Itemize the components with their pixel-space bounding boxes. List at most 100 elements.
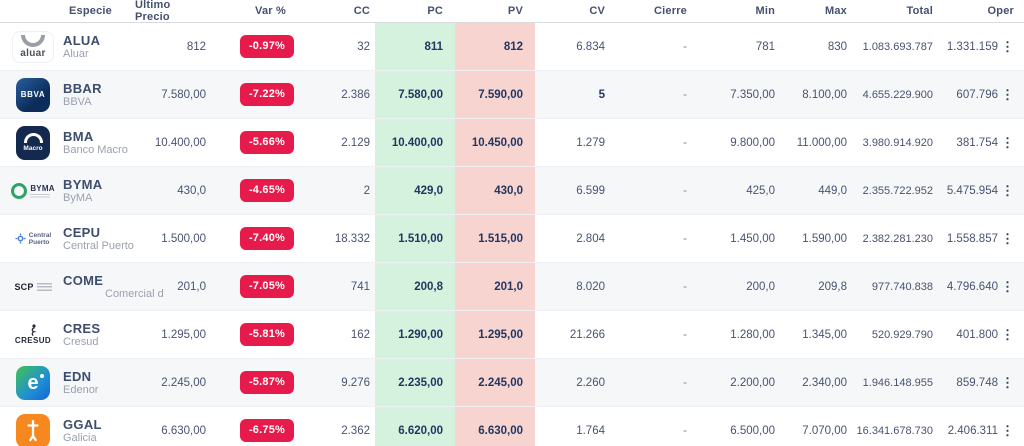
col-header-pc[interactable]: PC bbox=[427, 5, 443, 17]
cell-cc: 2 bbox=[363, 184, 370, 197]
cell-cv: 6.834 bbox=[576, 40, 605, 53]
row-menu-icon[interactable]: ⋮ bbox=[1001, 39, 1014, 54]
cell-max: 7.070,00 bbox=[802, 424, 847, 437]
col-header-pv[interactable]: PV bbox=[507, 5, 523, 17]
ticker-symbol[interactable]: EDN bbox=[63, 368, 92, 384]
edenor-logo: e bbox=[16, 365, 50, 400]
cell-especie: BYMA BYMA ByMA bbox=[0, 167, 135, 214]
cell-max: 449,0 bbox=[818, 184, 847, 197]
col-header-cierre[interactable]: Cierre bbox=[654, 5, 687, 17]
cell-pv: 2.245,00 bbox=[455, 359, 535, 406]
table-row[interactable]: BYMA BYMA ByMA 430,0 -4.65% 2 429,0 430,0 6.599-… bbox=[0, 166, 1024, 214]
table-row[interactable]: e EDN Edenor 2.245,00 -5.87% 9.276 2.235,00 2.2… bbox=[0, 358, 1024, 406]
cell-pc: 6.620,00 bbox=[375, 407, 455, 446]
ticker-symbol[interactable]: ALUA bbox=[63, 32, 101, 48]
ticker-symbol[interactable]: BMA bbox=[63, 128, 94, 144]
oper-value: 1.558.857 bbox=[946, 232, 998, 245]
aluar-logo: aluar bbox=[12, 30, 54, 63]
row-menu-icon[interactable]: ⋮ bbox=[1001, 375, 1014, 390]
var-percent-badge: -5.81% bbox=[239, 323, 294, 346]
col-header-especie[interactable]: Especie bbox=[69, 5, 112, 17]
cell-cv: 6.599 bbox=[576, 184, 605, 197]
ticker-symbol[interactable]: CEPU bbox=[63, 224, 101, 240]
ticker-symbol[interactable]: COME bbox=[63, 272, 104, 288]
cell-especie: SCP COME Comercial d bbox=[0, 263, 163, 310]
col-header-min[interactable]: Min bbox=[755, 5, 775, 17]
col-header-total[interactable]: Total bbox=[906, 5, 933, 17]
cell-cierre: - bbox=[683, 424, 687, 437]
row-menu-icon[interactable]: ⋮ bbox=[1001, 327, 1014, 342]
cell-pv: 10.450,00 bbox=[455, 119, 535, 166]
cell-especie: aluar ALUA Aluar bbox=[0, 23, 135, 70]
cell-cc: 2.386 bbox=[341, 88, 370, 101]
table-row[interactable]: Macro BMA Banco Macro 10.400,00 -5.66% 2.129 1… bbox=[0, 118, 1024, 166]
table-header: Especie Último Precio Var % CC PC PV CV Cierre M… bbox=[0, 0, 1024, 23]
cell-pv: 6.630,00 bbox=[455, 407, 535, 446]
cell-max: 209,8 bbox=[818, 280, 847, 293]
gauge-icon bbox=[23, 133, 43, 143]
cell-cierre: - bbox=[683, 184, 687, 197]
table-row[interactable]: GGAL Galicia 6.630,00 -6.75% 2.362 6.620,00 6.… bbox=[0, 406, 1024, 446]
cell-var: -5.66% bbox=[216, 119, 300, 166]
row-menu-icon[interactable]: ⋮ bbox=[1001, 87, 1014, 102]
row-menu-icon[interactable]: ⋮ bbox=[1001, 231, 1014, 246]
cell-pc: 1.510,00 bbox=[375, 215, 455, 262]
cell-pc: 429,0 bbox=[375, 167, 455, 214]
cell-var: -5.87% bbox=[216, 359, 300, 406]
ticker-symbol[interactable]: GGAL bbox=[63, 416, 102, 432]
table-row[interactable]: Central Puerto CEPU Central Puerto 1.500,00 -… bbox=[0, 214, 1024, 262]
cell-min: 9.800,00 bbox=[730, 136, 775, 149]
cell-max: 1.590,00 bbox=[802, 232, 847, 245]
galicia-logo bbox=[16, 413, 50, 446]
cell-oper: 5.475.954 ⋮ bbox=[941, 167, 1024, 214]
col-header-cv[interactable]: CV bbox=[589, 5, 605, 17]
row-menu-icon[interactable]: ⋮ bbox=[1001, 279, 1014, 294]
cell-min: 1.450,00 bbox=[730, 232, 775, 245]
cell-var: -6.75% bbox=[216, 407, 300, 446]
cell-especie: Macro BMA Banco Macro bbox=[0, 119, 135, 166]
col-header-var[interactable]: Var % bbox=[255, 5, 286, 17]
col-header-oper[interactable]: Oper bbox=[987, 5, 1014, 17]
table-row[interactable]: aluar ALUA Aluar 812 -0.97% 32 811 812 6.834-781… bbox=[0, 23, 1024, 70]
cell-pc: 1.290,00 bbox=[375, 311, 455, 358]
table-row[interactable]: SCP COME Comercial d 201,0 -7.05% 741 200,8 201… bbox=[0, 262, 1024, 310]
cell-total: 4.655.229.900 bbox=[862, 88, 933, 101]
cell-pc: 10.400,00 bbox=[375, 119, 455, 166]
cell-oper: 381.754 ⋮ bbox=[941, 119, 1024, 166]
cell-total: 2.355.722.952 bbox=[862, 184, 933, 197]
col-header-cc[interactable]: CC bbox=[353, 5, 370, 17]
figure-icon bbox=[31, 324, 36, 336]
table-row[interactable]: CRESUD CRES Cresud 1.295,00 -5.81% 162 1.290,0… bbox=[0, 310, 1024, 358]
cell-cc: 162 bbox=[350, 328, 370, 341]
cell-oper: 401.800 ⋮ bbox=[941, 311, 1024, 358]
var-percent-badge: -0.97% bbox=[239, 35, 294, 58]
sword-icon bbox=[27, 419, 39, 442]
cell-ultimo: 1.500,00 bbox=[161, 232, 206, 245]
row-menu-icon[interactable]: ⋮ bbox=[1001, 423, 1014, 438]
cell-min: 425,0 bbox=[746, 184, 775, 197]
ticker-symbol[interactable]: CRES bbox=[63, 320, 101, 336]
table-row[interactable]: BBVA BBAR BBVA 7.580,00 -7.22% 2.386 7.580,00 7… bbox=[0, 70, 1024, 118]
cell-total: 1.946.148.955 bbox=[862, 376, 933, 389]
var-percent-badge: -6.75% bbox=[239, 419, 294, 442]
ticker-symbol[interactable]: BYMA bbox=[63, 176, 103, 192]
aluar-arc-icon bbox=[21, 34, 45, 47]
row-menu-icon[interactable]: ⋮ bbox=[1001, 183, 1014, 198]
cell-especie: Central Puerto CEPU Central Puerto bbox=[0, 215, 135, 262]
oper-value: 2.406.311 bbox=[947, 424, 998, 437]
col-header-ultimo[interactable]: Último Precio bbox=[135, 0, 171, 23]
company-name: Edenor bbox=[63, 383, 99, 396]
cell-min: 781 bbox=[755, 40, 775, 53]
byma-logo: BYMA bbox=[11, 182, 54, 199]
cell-var: -7.22% bbox=[216, 71, 300, 118]
oper-value: 1.331.159 bbox=[946, 40, 998, 53]
col-header-max[interactable]: Max bbox=[825, 5, 847, 17]
ticker-symbol[interactable]: BBAR bbox=[63, 80, 102, 96]
oper-value: 381.754 bbox=[956, 136, 998, 149]
row-menu-icon[interactable]: ⋮ bbox=[1001, 135, 1014, 150]
cell-max: 2.340,00 bbox=[802, 376, 847, 389]
cell-cierre: - bbox=[683, 280, 687, 293]
cell-ultimo: 201,0 bbox=[177, 280, 206, 293]
oper-value: 5.475.954 bbox=[946, 184, 998, 197]
oper-value: 859.748 bbox=[956, 376, 998, 389]
